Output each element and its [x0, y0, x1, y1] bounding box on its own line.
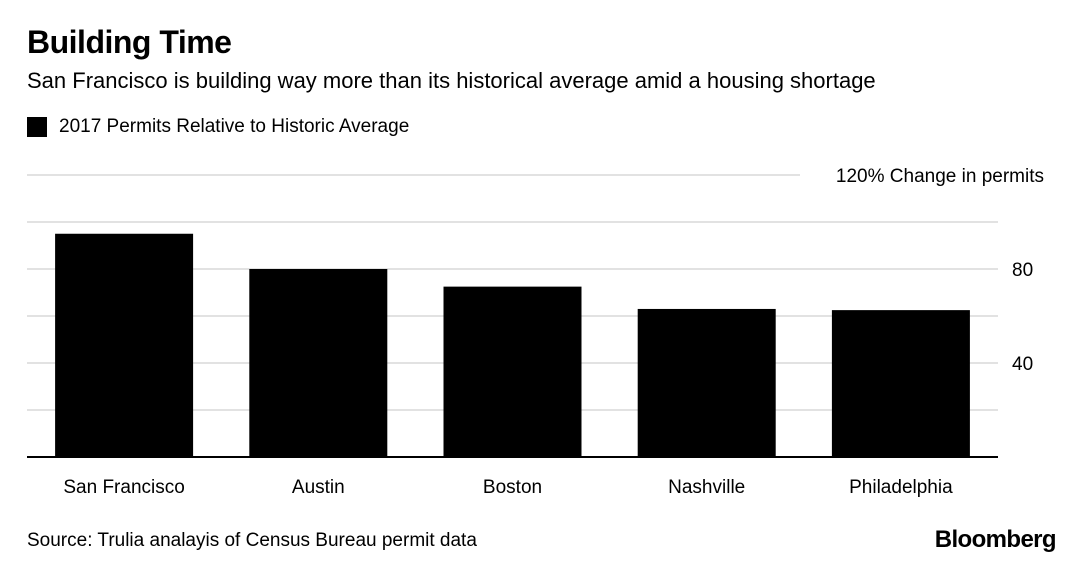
bar-chart: 40 80 120% Change in permits San Francisco A…	[27, 166, 1044, 498]
x-tick-label-philadelphia: Philadelphia	[849, 477, 953, 498]
bar-layer	[55, 233, 970, 457]
legend-label: 2017 Permits Relative to Historic Averag…	[59, 116, 410, 137]
bar-austin	[249, 269, 388, 457]
bar-san-francisco	[55, 233, 194, 457]
x-tick-label-austin: Austin	[292, 477, 345, 498]
y-tick-label-40: 40	[1012, 354, 1033, 375]
x-tick-label-san-francisco: San Francisco	[63, 477, 184, 498]
y-tick-label-80: 80	[1012, 260, 1033, 281]
bar-nashville	[637, 308, 776, 457]
legend-swatch	[27, 117, 47, 137]
source-note: Source: Trulia analayis of Census Bureau…	[27, 530, 477, 551]
bar-philadelphia	[831, 310, 970, 457]
x-tick-label-boston: Boston	[483, 477, 542, 498]
chart-subtitle: San Francisco is building way more than …	[27, 68, 876, 93]
brand-logo: Bloomberg	[934, 526, 1057, 553]
x-tick-label-nashville: Nashville	[668, 477, 745, 498]
y-tick-label-120: 120% Change in permits	[836, 166, 1044, 187]
chart-title: Building Time	[27, 24, 232, 60]
bar-boston	[443, 286, 582, 457]
legend: 2017 Permits Relative to Historic Averag…	[27, 116, 409, 138]
label-layer: 40 80 120% Change in permits San Francisco A…	[63, 166, 1044, 498]
